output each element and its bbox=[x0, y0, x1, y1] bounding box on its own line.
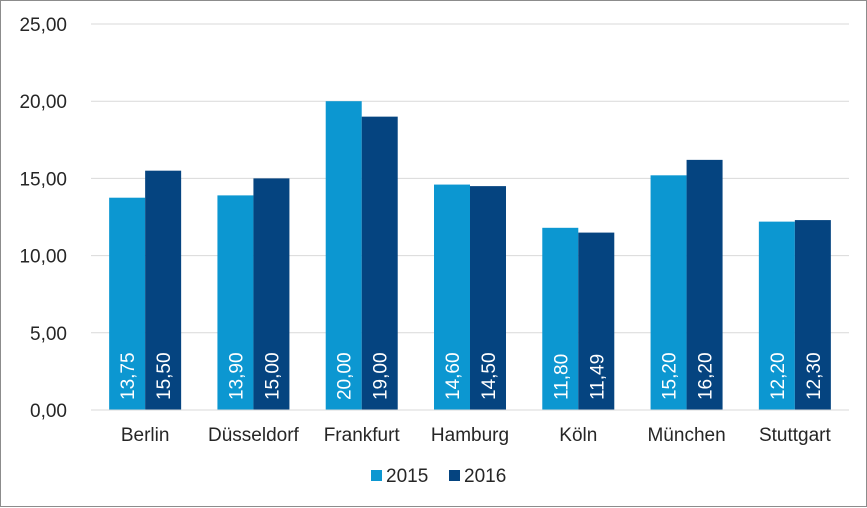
bar-2015-frankfurt bbox=[325, 101, 362, 410]
x-category-label: Köln bbox=[559, 425, 597, 446]
x-category-label: Frankfurt bbox=[324, 425, 401, 446]
data-label: 15,50 bbox=[154, 352, 175, 400]
data-label: 20,00 bbox=[335, 352, 356, 400]
y-tick-label: 20,00 bbox=[19, 92, 67, 113]
bar-2016-stuttgart bbox=[794, 220, 831, 410]
legend-label: 2015 bbox=[386, 466, 428, 487]
legend-label: 2016 bbox=[464, 466, 506, 487]
y-tick-label: 0,00 bbox=[30, 401, 67, 422]
data-label: 13,75 bbox=[118, 352, 139, 400]
bar-2016-hamburg bbox=[470, 186, 506, 410]
data-label: 13,90 bbox=[226, 352, 247, 400]
bar-2015-stuttgart bbox=[758, 221, 795, 410]
data-label: 12,20 bbox=[768, 352, 789, 400]
bar-2015-hamburg bbox=[434, 184, 470, 410]
bar-2015-düsseldorf bbox=[217, 195, 254, 410]
y-axis-tick-labels: 0,00 5,00 10,00 15,00 20,00 25,00 bbox=[19, 15, 67, 422]
bar-2016-köln bbox=[578, 232, 615, 410]
y-tick-label: 25,00 bbox=[19, 15, 67, 36]
y-tick-label: 5,00 bbox=[30, 324, 67, 345]
y-tick-label: 10,00 bbox=[19, 247, 67, 268]
bar-2016-frankfurt bbox=[361, 116, 398, 410]
data-label: 19,00 bbox=[371, 352, 392, 400]
data-label: 11,80 bbox=[551, 354, 572, 400]
bar-2015-münchen bbox=[650, 175, 687, 410]
x-category-label: Stuttgart bbox=[759, 425, 832, 446]
x-category-label: Hamburg bbox=[431, 425, 509, 446]
legend-swatch bbox=[371, 470, 382, 481]
x-category-label: München bbox=[647, 425, 725, 446]
legend-swatch bbox=[449, 470, 460, 481]
bar-2015-berlin bbox=[109, 197, 146, 410]
y-tick-label: 15,00 bbox=[19, 169, 67, 190]
x-category-label: Berlin bbox=[121, 425, 170, 446]
bar-2016-düsseldorf bbox=[253, 178, 290, 410]
x-category-label: Düsseldorf bbox=[208, 425, 300, 446]
x-axis: Berlin Düsseldorf Frankfurt Hamburg Köln Münc… bbox=[91, 409, 849, 446]
data-label: 12,30 bbox=[804, 352, 825, 400]
legend: 2015 2016 bbox=[371, 466, 506, 487]
data-label: 14,50 bbox=[479, 352, 500, 400]
bar-2016-berlin bbox=[145, 170, 182, 410]
bar-2015-köln bbox=[542, 227, 579, 410]
data-label: 15,00 bbox=[262, 352, 283, 400]
data-label: 15,20 bbox=[660, 352, 681, 400]
data-label: 14,60 bbox=[443, 352, 464, 400]
bars: 13,75 15,50 13,90 15,00 20,00 19,00 14,60 14,50… bbox=[109, 101, 831, 410]
data-label: 11,49 bbox=[587, 354, 608, 400]
bar-2016-münchen bbox=[686, 159, 723, 410]
data-label: 16,20 bbox=[696, 352, 717, 400]
